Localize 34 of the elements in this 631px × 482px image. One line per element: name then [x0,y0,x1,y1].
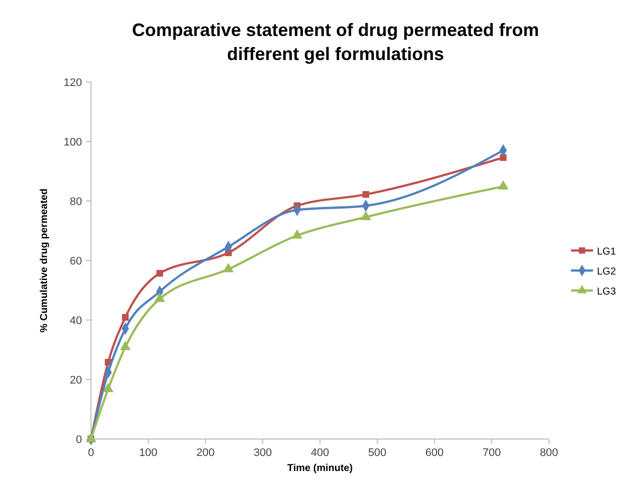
x-tick-label: 400 [310,447,330,459]
x-tick-label: 100 [139,447,158,459]
y-tick-label: 60 [70,256,82,268]
x-tick-label: 800 [540,447,558,459]
point [122,314,129,321]
chart-title: Comparative statement of drug permeated from different gel formulations [132,20,540,64]
y-tick-label: 20 [70,374,82,386]
x-tick-label: 600 [425,447,444,459]
point [156,270,164,277]
point [120,340,131,350]
y-axis-title: % Cumulative drug permeated [39,188,50,332]
point [86,432,96,442]
point [102,382,114,392]
y-tick-label: 100 [64,136,82,148]
x-tick-label: 700 [482,447,501,459]
legend-label: LG2 [597,266,616,278]
x-tick-label: 500 [368,447,386,459]
point [223,262,234,272]
x-axis-title: Time (minute) [287,463,353,474]
point [154,292,166,302]
y-tick-label: 120 [64,77,82,89]
point [500,154,507,161]
y-tick-label: 80 [70,196,82,208]
legend-label: LG3 [597,286,616,298]
point [292,229,302,239]
y-tick-label: 40 [70,315,82,327]
y-tick-label: 0 [76,434,82,446]
x-tick-label: 200 [196,447,215,459]
point [498,180,509,190]
legend-label: LG1 [597,246,616,258]
point [360,210,372,220]
x-tick-label: 0 [88,447,94,459]
x-tick-label: 300 [254,447,272,459]
point [362,191,370,198]
